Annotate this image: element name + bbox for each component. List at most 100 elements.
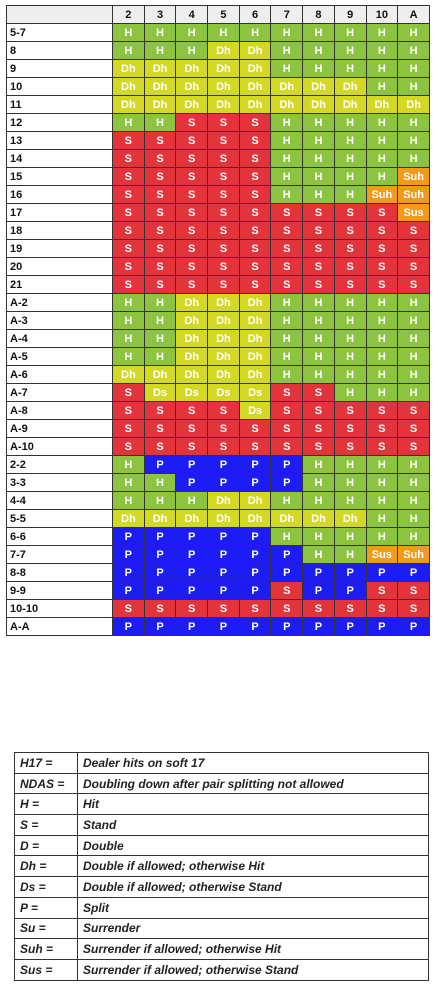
hand-row: 17 S S S S S S S S S Sus	[6, 203, 430, 222]
action-cell: Dh	[207, 347, 240, 366]
action-cell: Dh	[175, 365, 209, 384]
action-cell: Dh	[333, 95, 367, 114]
action-cell: H	[270, 131, 304, 150]
action-cell: H	[112, 329, 145, 348]
action-cell: H	[175, 491, 209, 510]
hand-row: 6-6 P P P P P H H H H H	[6, 527, 430, 546]
action-cell: P	[143, 617, 177, 636]
action-cell: Dh	[397, 95, 430, 114]
hand-label: 9-9	[6, 581, 113, 600]
action-cell: P	[175, 617, 209, 636]
action-cell: S	[270, 257, 304, 276]
action-cell: P	[302, 617, 335, 636]
hand-label: A-8	[6, 401, 113, 420]
action-cell: S	[112, 599, 145, 618]
legend-code: Su =	[14, 917, 78, 940]
legend-code: S =	[14, 814, 78, 836]
action-cell: P	[207, 563, 240, 582]
action-cell: H	[365, 491, 399, 510]
hand-label: 4-4	[6, 491, 113, 510]
action-cell: Dh	[175, 329, 209, 348]
action-cell: S	[207, 599, 240, 618]
action-cell: H	[397, 455, 430, 474]
action-cell: S	[207, 167, 240, 186]
action-cell: S	[207, 203, 240, 222]
action-cell: P	[365, 617, 399, 636]
hand-row: 9 Dh Dh Dh Dh Dh H H H H H	[6, 59, 430, 78]
dealer-card: 6	[238, 5, 272, 24]
action-cell: H	[333, 347, 367, 366]
action-cell: S	[238, 257, 272, 276]
action-cell: Dh	[112, 509, 145, 528]
hand-label: 17	[6, 203, 113, 222]
action-cell: Sus	[397, 203, 430, 222]
action-cell: H	[397, 131, 430, 150]
hand-row: 5-5 Dh Dh Dh Dh Dh Dh Dh Dh H H	[6, 509, 430, 528]
legend-meaning: Double if allowed; otherwise Stand	[77, 876, 429, 898]
action-cell: S	[365, 203, 399, 222]
action-cell: S	[143, 257, 177, 276]
action-cell: S	[302, 203, 335, 222]
action-cell: Dh	[175, 509, 209, 528]
action-cell: H	[302, 149, 335, 168]
action-cell: S	[112, 221, 145, 240]
action-cell: P	[397, 563, 430, 582]
action-cell: S	[207, 419, 240, 438]
hand-row: 2-2 H P P P P P H H H H	[6, 455, 430, 474]
action-cell: S	[333, 419, 367, 438]
action-cell: H	[112, 311, 145, 330]
action-cell: H	[112, 455, 145, 474]
action-cell: Dh	[302, 509, 335, 528]
hand-row: A-5 H H Dh Dh Dh H H H H H	[6, 347, 430, 366]
action-cell: H	[270, 167, 304, 186]
hand-label: 10-10	[6, 599, 113, 618]
legend-code: Sus =	[14, 958, 78, 981]
action-cell: P	[238, 455, 272, 474]
action-cell: P	[238, 545, 272, 564]
action-cell: Dh	[207, 95, 240, 114]
action-cell: H	[397, 527, 430, 546]
action-cell: S	[112, 167, 145, 186]
action-cell: S	[397, 401, 430, 420]
action-cell: S	[175, 599, 209, 618]
hand-row: 4-4 H H H Dh Dh H H H H H	[6, 491, 430, 510]
action-cell: S	[302, 599, 335, 618]
action-cell: S	[302, 257, 335, 276]
action-cell: H	[365, 509, 399, 528]
action-cell: H	[365, 149, 399, 168]
action-cell: P	[238, 563, 272, 582]
action-cell: S	[112, 275, 145, 294]
action-cell: S	[365, 275, 399, 294]
action-cell: H	[302, 167, 335, 186]
hand-label: 21	[6, 275, 113, 294]
action-cell: S	[175, 113, 209, 132]
legend-meaning: Surrender if allowed; otherwise Hit	[77, 938, 429, 960]
action-cell: S	[143, 401, 177, 420]
action-cell: S	[207, 113, 240, 132]
action-cell: Dh	[207, 41, 240, 60]
action-cell: P	[175, 527, 209, 546]
action-cell: S	[238, 131, 272, 150]
action-cell: H	[333, 23, 367, 42]
action-cell: H	[143, 329, 177, 348]
legend-meaning: Dealer hits on soft 17	[77, 752, 429, 774]
action-cell: H	[397, 509, 430, 528]
action-cell: H	[333, 167, 367, 186]
hand-row: 21 S S S S S S S S S S	[6, 275, 430, 294]
action-cell: P	[175, 563, 209, 582]
action-cell: H	[302, 113, 335, 132]
hand-row: 13 S S S S S H H H H H	[6, 131, 430, 150]
action-cell: Dh	[238, 41, 272, 60]
action-cell: P	[270, 455, 304, 474]
action-cell: S	[270, 383, 304, 402]
hand-row: 19 S S S S S S S S S S	[6, 239, 430, 258]
action-cell: Dh	[143, 365, 177, 384]
action-cell: P	[302, 563, 335, 582]
action-cell: P	[112, 545, 145, 564]
hand-label: 16	[6, 185, 113, 204]
action-cell: H	[302, 185, 335, 204]
action-cell: S	[270, 599, 304, 618]
action-cell: S	[302, 383, 335, 402]
action-cell: H	[397, 149, 430, 168]
